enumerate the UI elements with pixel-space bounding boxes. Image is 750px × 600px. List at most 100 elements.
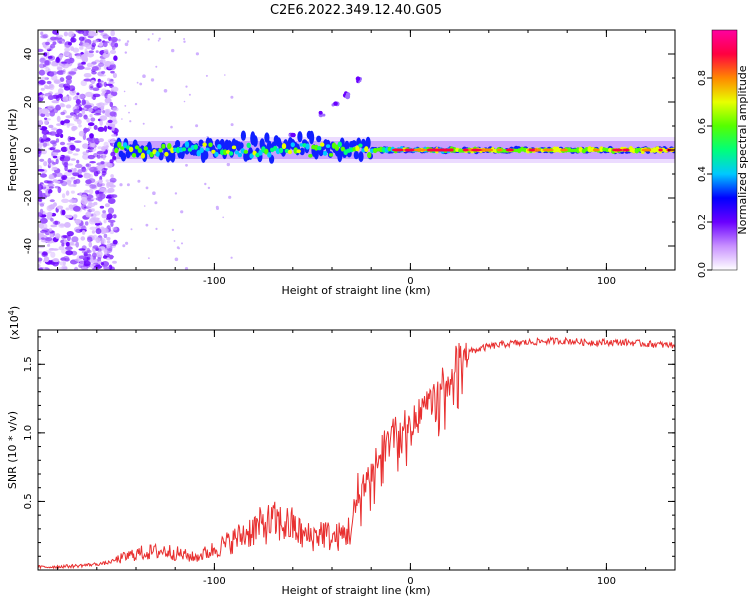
noise-speckle [78,255,86,259]
ridge-core [258,149,263,156]
ridge-core [278,147,284,154]
noise-speckle [72,172,80,177]
noise-speckle [70,167,75,175]
noise-speckle [52,152,59,156]
ridge-core [367,152,372,159]
noise-speckle [78,124,82,128]
snr-panel: -100 0 100 0.5 1.0 1.5 Height of straight li… [6,306,676,597]
noise-speckle [88,50,94,53]
noise-speckle [65,250,73,256]
noise-speckle [74,266,79,270]
ridge-blob [358,151,364,163]
noise-speckle [103,233,108,239]
noise-speckle [109,49,117,55]
noise-speckle [77,174,83,178]
ridge-core [328,153,334,157]
noise-speckle [93,220,102,224]
noise-speckle [152,191,156,195]
noise-speckle [63,156,71,162]
noise-speckle [112,214,117,219]
ridge-core [267,152,272,158]
noise-speckle [94,59,101,63]
noise-speckle [103,81,107,88]
noise-speckle [100,161,105,165]
noise-speckle [62,256,70,262]
noise-speckle [82,143,89,149]
ridge-core [137,148,143,154]
noise-speckle [44,69,48,74]
noise-speckle [84,104,92,109]
noise-speckle [46,80,52,85]
ridge-core [181,147,187,152]
noise-speckle [68,31,75,38]
branch-point [356,80,359,84]
ridge-blob [264,132,270,143]
noise-speckle [95,82,103,89]
branch-point [345,94,351,100]
noise-speckle [174,257,179,262]
noise-speckle [111,157,117,161]
noise-speckle [91,61,97,65]
noise-speckle [109,159,114,164]
noise-speckle [93,170,99,177]
ridge-core [599,146,604,153]
noise-speckle [59,261,66,266]
ridge-core [234,150,240,155]
noise-speckle [65,207,70,211]
noise-speckle [84,172,88,176]
noise-speckle [87,154,95,160]
noise-speckle [142,122,145,125]
noise-speckle [48,227,53,232]
noise-speckle [77,113,83,118]
noise-speckle [45,41,50,46]
noise-speckle [91,42,96,48]
noise-speckle [114,42,119,48]
noise-speckle [73,105,80,110]
noise-speckle [93,210,101,216]
noise-speckle [44,237,53,242]
noise-speckle [155,65,158,68]
ridge-core [228,151,234,156]
snr-y-axis-label: SNR (10 * v/v) [6,411,19,489]
noise-speckle [83,73,92,78]
ridge-blob [299,147,305,156]
noise-speckle [155,227,158,230]
noise-speckle [52,107,59,114]
noise-speckle [74,219,82,224]
noise-speckle [66,231,74,237]
noise-speckle [49,46,53,51]
noise-speckle [54,172,63,177]
noise-speckle [129,120,132,123]
noise-speckle [137,179,141,183]
ridge-hotspot [528,148,536,152]
noise-speckle [63,44,72,49]
noise-speckle [145,186,149,190]
x-tick-label: -100 [203,276,226,287]
ridge-core [131,153,137,158]
noise-speckle [125,241,129,245]
snr-y-ticks: 0.5 1.0 1.5 [23,336,675,557]
noise-speckle [102,102,109,106]
noise-speckle [92,245,99,249]
noise-speckle [49,199,55,203]
noise-speckle [43,59,51,66]
noise-speckle [49,72,55,77]
noise-speckle [83,114,88,120]
noise-speckle [93,138,99,143]
noise-speckle [103,125,108,132]
noise-speckle [74,95,81,100]
noise-speckle [69,243,77,246]
ridge-core [320,142,325,147]
noise-speckle [98,30,104,33]
noise-speckle [78,36,85,42]
figure-title: C2E6.2022.349.12.40.G05 [270,3,442,18]
noise-speckle [181,242,183,245]
noise-speckle [85,91,93,98]
y-tick-label: 1.0 [23,425,34,441]
spectrogram-panel: -100 0 100 -40 -20 0 20 40 Height of straight … [6,29,676,297]
noise-speckle [101,212,108,219]
noise-speckle [91,66,99,71]
noise-speckle [76,65,85,70]
noise-speckle [215,205,219,209]
noise-speckle [81,61,86,65]
